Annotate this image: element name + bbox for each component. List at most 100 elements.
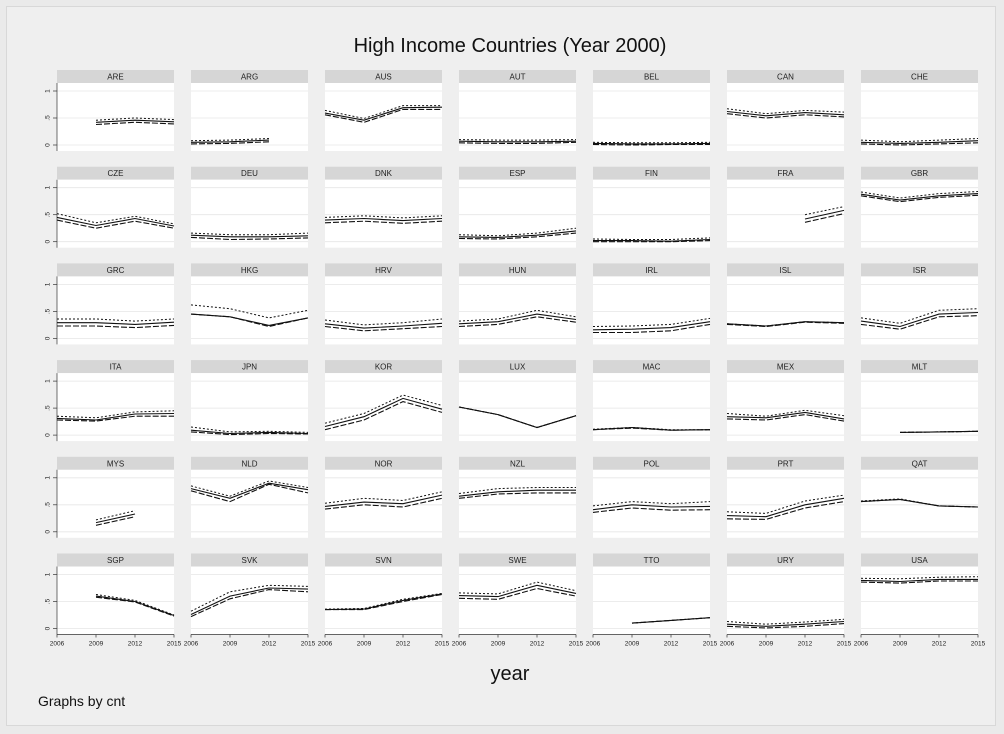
series-line-1 — [324, 497, 443, 510]
y-tick-label: .5 — [45, 115, 52, 121]
plot-region — [459, 83, 576, 151]
x-tick-label: 2009 — [89, 641, 104, 648]
panel-strip — [727, 553, 844, 567]
series-line-2 — [324, 106, 443, 121]
panel-strip — [325, 553, 442, 567]
plot-region — [459, 566, 576, 635]
y-tick-label: .5 — [45, 598, 52, 604]
panel-nzl: NZL — [458, 456, 576, 538]
series-line-1 — [458, 141, 577, 144]
panel-strip — [593, 263, 710, 277]
series-line-3 — [458, 227, 577, 237]
panel-ita: ITA 0 .5 1 — [45, 360, 175, 442]
panel-bel: BEL — [592, 70, 711, 151]
panel-strip — [861, 553, 978, 567]
series-line-3 — [631, 617, 711, 624]
panel-strip — [191, 70, 308, 83]
panel-strip — [459, 70, 576, 83]
panel-label: KOR — [375, 363, 393, 372]
panel-dnk: DNK — [324, 166, 443, 248]
panel-label: AUS — [375, 73, 391, 82]
panel-mlt: MLT — [861, 360, 979, 442]
panel-label: SVN — [375, 556, 392, 565]
plot-region — [325, 179, 442, 248]
panel-strip — [727, 70, 844, 83]
x-tick-label: 2006 — [720, 641, 735, 648]
x-axis-label: year — [491, 663, 530, 685]
series-line-3 — [95, 117, 175, 121]
series-line-1 — [324, 220, 443, 224]
x-tick-label: 2006 — [452, 641, 467, 648]
x-tick-label: 2009 — [491, 641, 506, 648]
plot-region — [861, 469, 978, 538]
panel-label: SWE — [508, 556, 526, 565]
panel-label: ARG — [241, 73, 258, 82]
series-line-2 — [190, 139, 270, 143]
x-tick-label: 2015 — [837, 641, 852, 648]
chart-title: High Income Countries (Year 2000) — [354, 35, 667, 57]
series-line-2 — [592, 504, 711, 511]
plot-region — [57, 566, 174, 635]
series-line-1 — [458, 492, 576, 499]
series-line-2 — [95, 119, 175, 123]
series-line-2 — [458, 584, 577, 598]
plot-region — [861, 566, 978, 635]
x-tick-label: 2015 — [569, 641, 584, 648]
series-line-2 — [592, 321, 711, 331]
series-line-3 — [592, 317, 711, 327]
panel-strip — [861, 360, 978, 374]
series-line-1 — [190, 236, 309, 241]
series-line-2 — [190, 429, 309, 435]
panel-swe: SWE 2006 2009 2012 2015 — [452, 553, 584, 648]
series-line-1 — [726, 623, 845, 629]
panel-gbr: GBR — [860, 166, 979, 248]
plot-region — [57, 469, 174, 538]
series-line-2 — [95, 513, 136, 524]
series-line-3 — [56, 213, 175, 225]
series-line-1 — [458, 316, 577, 328]
panel-grid: ARE 0 .5 1 ARG AUS AUT BEL CAN CHE CZE 0 .5 1 DEU DNK ES… — [45, 70, 986, 648]
y-tick-label: .5 — [45, 502, 52, 508]
panel-label: HRV — [375, 266, 392, 275]
series-line-3 — [56, 410, 175, 419]
series-line-2 — [56, 412, 175, 421]
panel-strip — [459, 166, 576, 180]
panel-strip — [57, 553, 174, 567]
panel-label: HUN — [509, 266, 527, 275]
panel-label: CHE — [911, 73, 928, 82]
panel-strip — [861, 166, 978, 180]
series-line-1 — [726, 414, 845, 422]
y-tick-label: .5 — [45, 405, 52, 411]
series-line-2 — [95, 595, 175, 617]
x-tick-label: 2009 — [357, 641, 372, 648]
series-line-3 — [592, 501, 711, 507]
series-line-2 — [324, 322, 443, 329]
x-tick-label: 2015 — [703, 641, 718, 648]
panel-lux: LUX — [458, 360, 577, 442]
series-line-1 — [458, 232, 577, 240]
panel-label: GBR — [911, 169, 929, 178]
panel-label: SGP — [107, 556, 124, 565]
panel-label: GRC — [107, 266, 125, 275]
panel-label: ISL — [779, 266, 792, 275]
series-line-1 — [726, 113, 845, 119]
panel-mys: MYS 0 .5 1 — [45, 456, 174, 538]
series-line-1 — [190, 141, 270, 145]
series-line-3 — [324, 105, 442, 120]
series-line-2 — [726, 497, 845, 518]
panel-aut: AUT — [458, 70, 577, 151]
graphs-by-note: Graphs by cnt — [38, 693, 125, 709]
series-line-3 — [726, 321, 845, 327]
series-line-2 — [190, 482, 309, 499]
series-line-3 — [458, 139, 577, 141]
panel-strip — [191, 456, 308, 470]
panel-label: QAT — [912, 459, 928, 468]
panel-strip — [191, 360, 308, 374]
series-line-2 — [458, 489, 576, 497]
plot-region — [325, 276, 442, 345]
series-line-1 — [804, 213, 845, 223]
series-line-2 — [324, 397, 443, 428]
panel-hun: HUN — [458, 263, 577, 345]
panel-strip — [727, 166, 844, 180]
panel-cze: CZE 0 .5 1 — [45, 166, 175, 248]
